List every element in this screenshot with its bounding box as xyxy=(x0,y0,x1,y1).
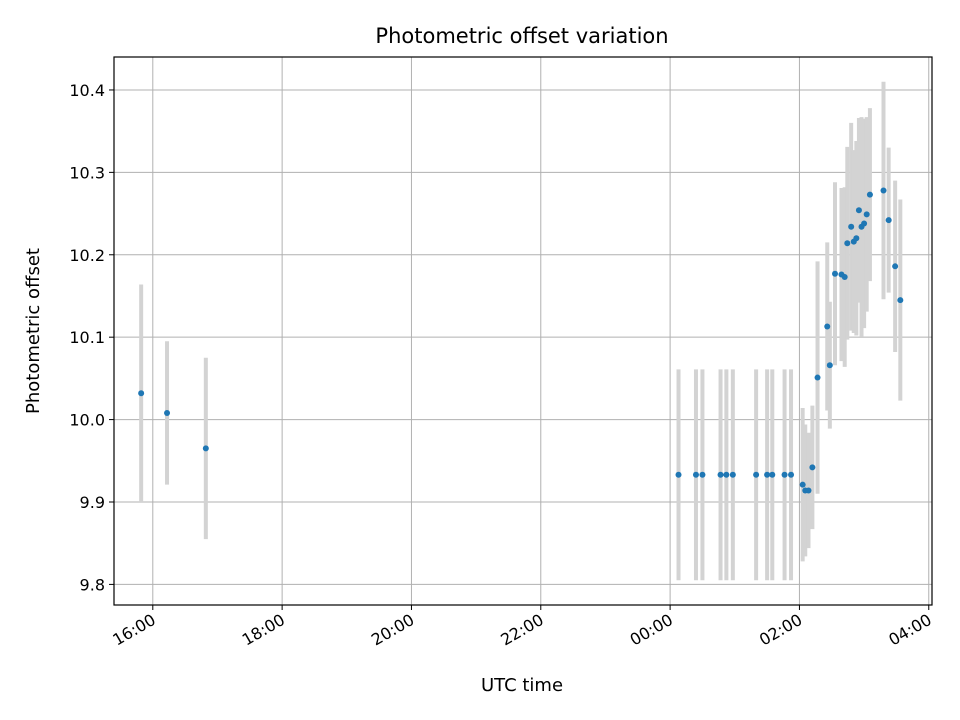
data-point xyxy=(885,217,892,224)
data-point xyxy=(692,471,699,478)
y-tick-label: 10.1 xyxy=(69,328,105,347)
data-point xyxy=(880,187,887,194)
data-point xyxy=(781,471,788,478)
y-tick-label: 10.2 xyxy=(69,246,105,265)
y-axis-ticks: 9.8 9.9 10.0 10.1 10.2 10.3 10.4 xyxy=(69,81,114,594)
y-axis-label: Photometric offset xyxy=(23,248,44,414)
data-point xyxy=(138,390,145,397)
data-point xyxy=(699,471,706,478)
data-point xyxy=(805,487,812,494)
data-point xyxy=(866,191,873,198)
data-point xyxy=(826,362,833,369)
data-point xyxy=(809,464,816,471)
data-point xyxy=(832,270,839,277)
data-point xyxy=(764,471,771,478)
data-point xyxy=(675,471,682,478)
data-point xyxy=(824,323,831,330)
y-tick-label: 10.3 xyxy=(69,163,105,182)
data-point xyxy=(769,471,776,478)
data-point xyxy=(814,374,821,381)
data-point xyxy=(897,297,904,304)
data-point xyxy=(723,471,730,478)
chart-title: Photometric offset variation xyxy=(375,24,668,48)
y-tick-label: 10.0 xyxy=(69,411,105,430)
data-point xyxy=(788,471,795,478)
data-point xyxy=(863,211,870,218)
data-point xyxy=(164,409,171,416)
plot-frame xyxy=(113,56,933,606)
data-point xyxy=(848,223,855,230)
data-point xyxy=(855,207,862,214)
y-tick-label: 9.9 xyxy=(80,493,105,512)
data-point xyxy=(202,445,209,452)
y-tick-label: 10.4 xyxy=(69,81,105,100)
data-point xyxy=(844,240,851,247)
data-points xyxy=(138,187,904,494)
data-point xyxy=(892,263,899,270)
data-point xyxy=(753,471,760,478)
y-tick-label: 9.8 xyxy=(80,575,105,594)
data-point xyxy=(729,471,736,478)
grid xyxy=(114,57,932,605)
data-point xyxy=(861,220,868,227)
x-axis-label: UTC time xyxy=(481,675,563,696)
data-point xyxy=(841,274,848,281)
data-point xyxy=(717,471,724,478)
data-point xyxy=(853,235,860,242)
data-point xyxy=(799,481,806,488)
